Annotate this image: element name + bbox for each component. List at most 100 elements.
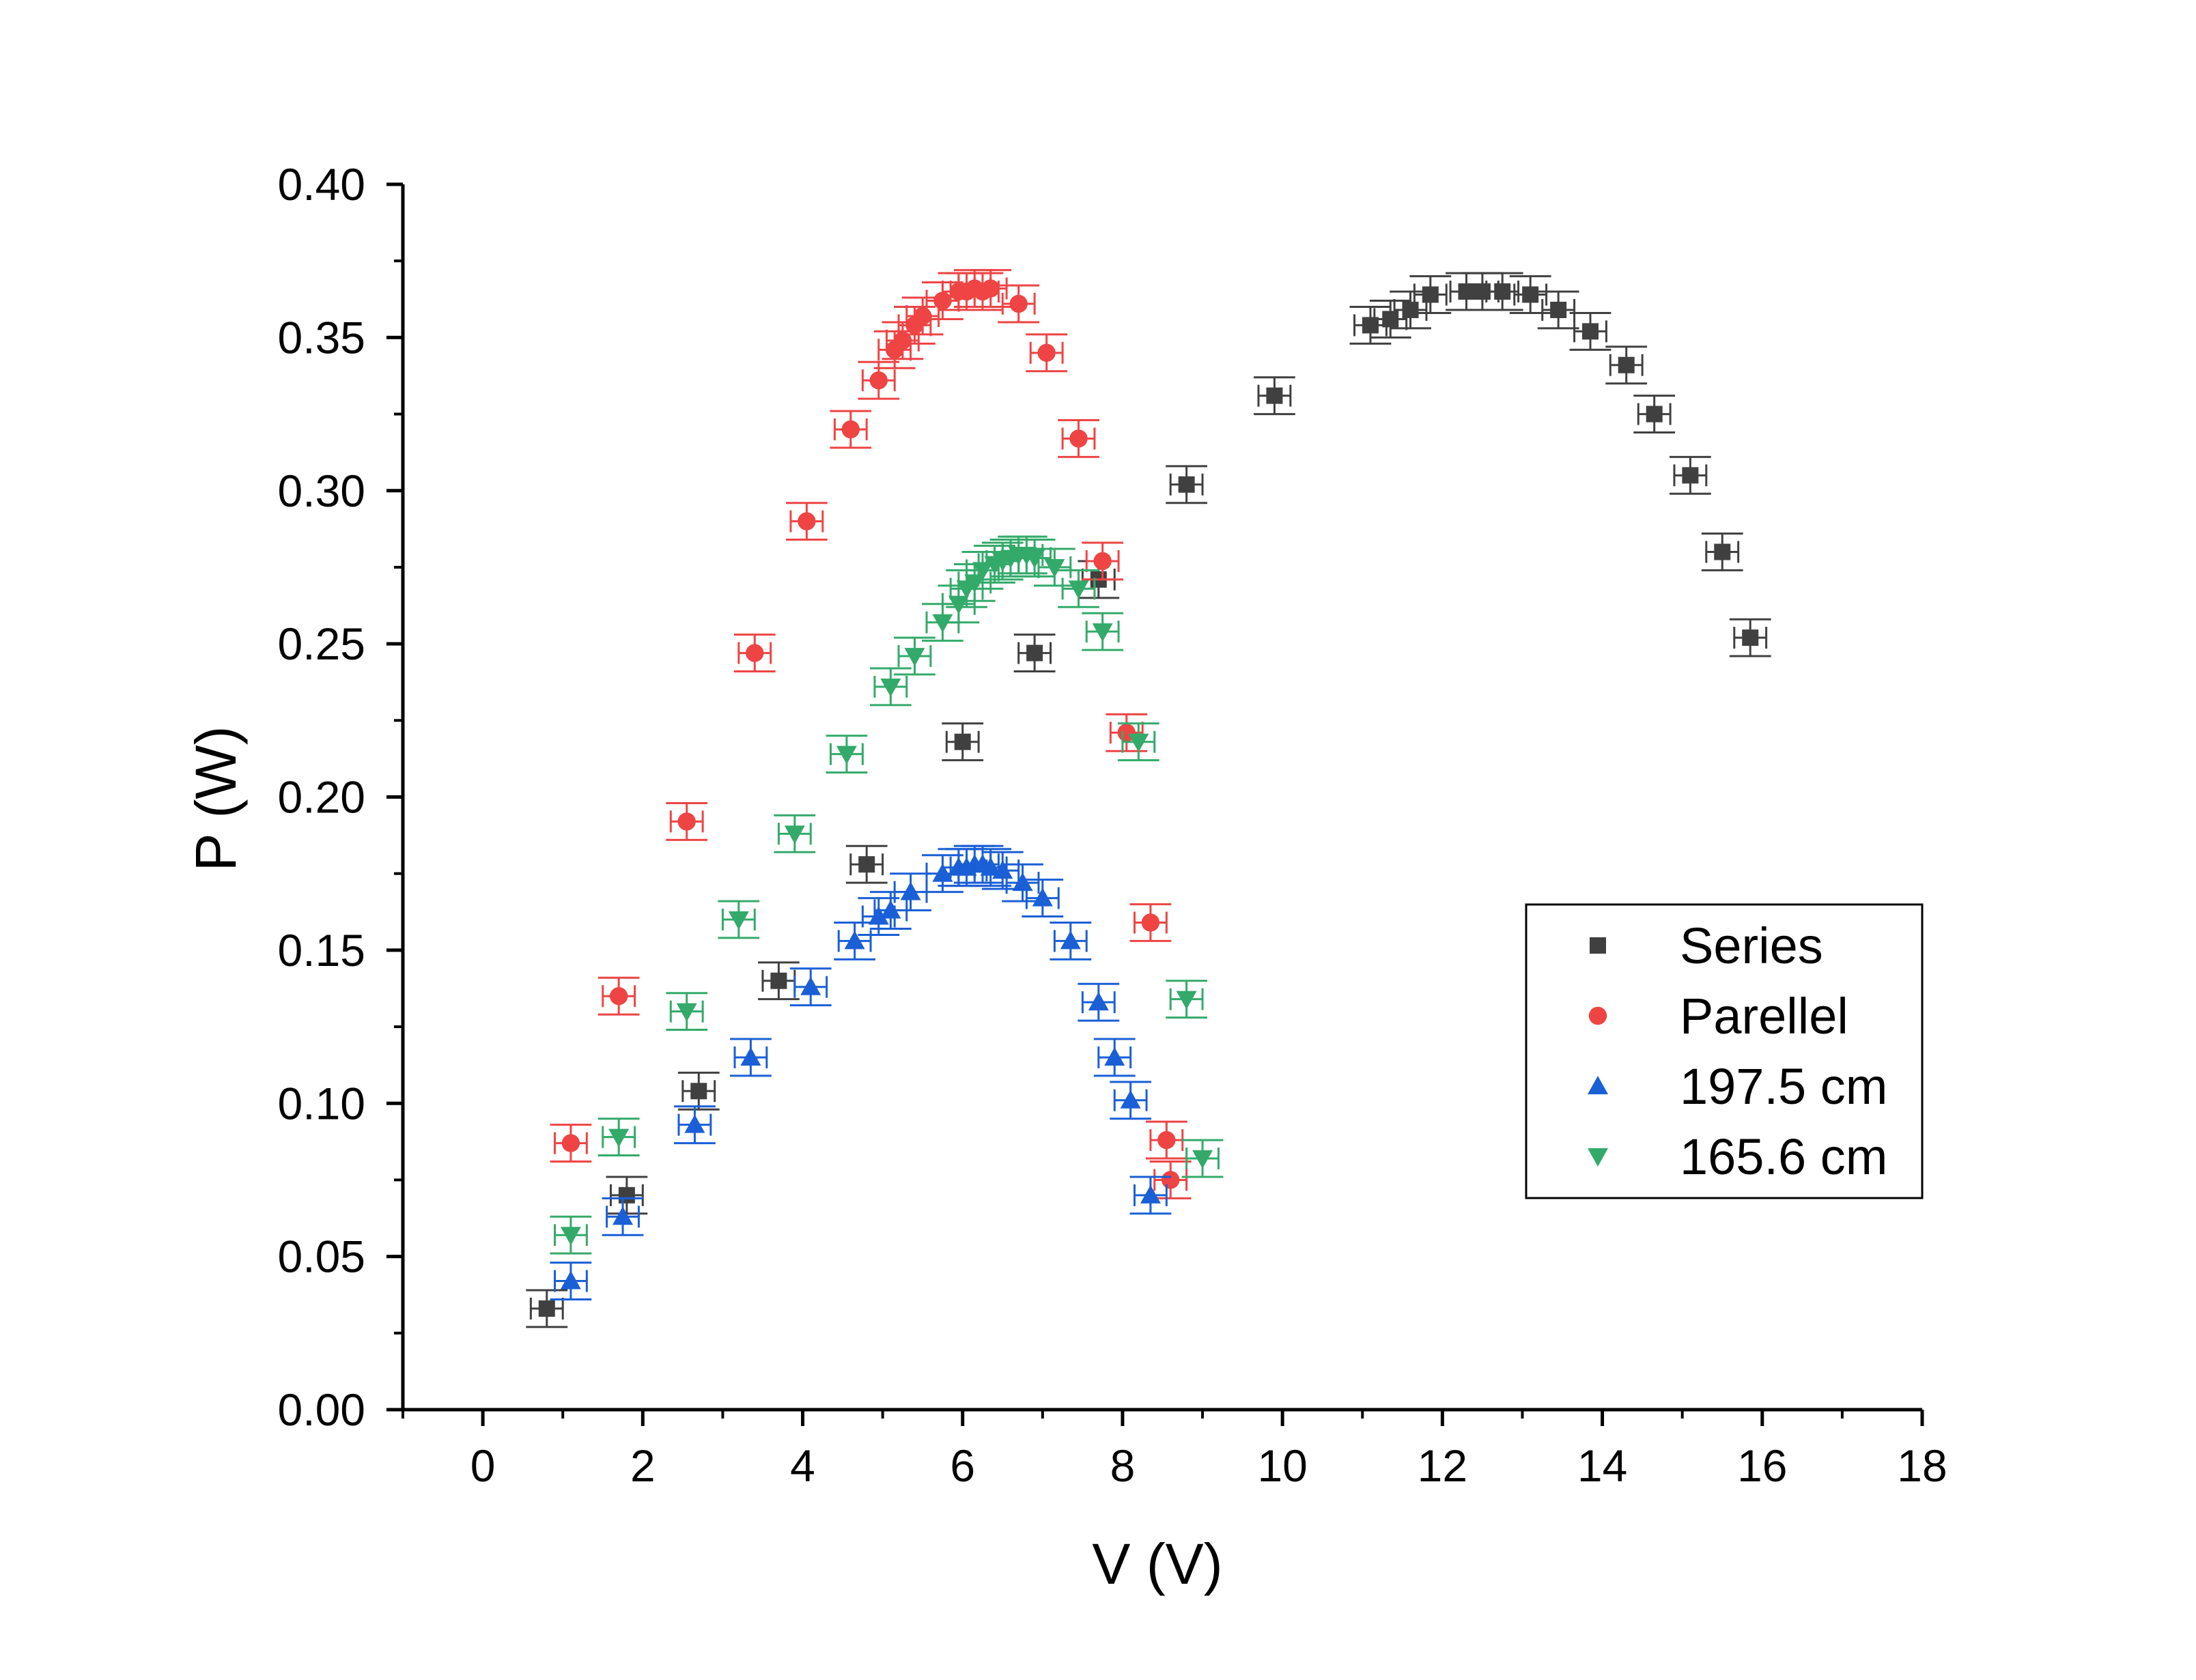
data-point	[1550, 301, 1567, 318]
legend-marker	[1588, 1148, 1608, 1167]
data-point	[844, 930, 865, 950]
x-tick-label: 14	[1577, 1440, 1627, 1491]
data-point	[1024, 550, 1045, 569]
y-tick-label: 0.10	[278, 1078, 365, 1128]
legend-label: Parellel	[1680, 988, 1848, 1044]
data-point	[676, 1003, 697, 1022]
data-point	[690, 1083, 707, 1100]
data-point	[608, 1128, 630, 1148]
data-point	[900, 881, 921, 900]
data-point	[1104, 1047, 1125, 1066]
legend: Series Parellel 197.5 cm 165.6 cm	[1525, 903, 1924, 1199]
y-tick-label: 0.00	[278, 1384, 365, 1435]
y-tick-label: 0.30	[278, 466, 365, 516]
x-tick-label: 2	[630, 1440, 656, 1491]
data-point	[1422, 286, 1439, 303]
data-point	[1092, 623, 1113, 642]
data-point	[1128, 733, 1149, 752]
data-point	[1266, 387, 1283, 404]
legend-marker	[1588, 1076, 1608, 1094]
x-tick-label: 16	[1737, 1440, 1787, 1491]
series-layer	[526, 269, 1771, 1328]
data-point	[746, 644, 764, 662]
x-tick-label: 18	[1897, 1440, 1947, 1491]
data-point	[1088, 992, 1109, 1011]
legend-label: 165.6 cm	[1680, 1128, 1887, 1185]
data-point	[880, 678, 901, 697]
data-point	[1178, 476, 1195, 493]
data-point	[972, 562, 994, 581]
data-point	[728, 911, 749, 930]
data-point	[1618, 356, 1635, 373]
error-bar	[830, 410, 872, 449]
y-tick-label: 0.05	[278, 1231, 365, 1282]
legend-marker	[1588, 1006, 1607, 1025]
x-axis: 0 2 4 6 8 10 12 14 16 18	[402, 1408, 1947, 1491]
series-2	[550, 844, 1172, 1300]
x-tick-label: 12	[1418, 1440, 1467, 1491]
data-point	[1382, 311, 1399, 328]
data-point	[913, 307, 932, 326]
data-point	[1032, 887, 1053, 907]
error-bar	[1013, 539, 1056, 578]
data-point	[1192, 1150, 1213, 1169]
x-tick-label: 10	[1257, 1440, 1307, 1491]
error-bar	[550, 1262, 592, 1300]
error-bar	[606, 1176, 648, 1215]
data-point	[1494, 283, 1511, 300]
data-point	[1069, 429, 1088, 448]
series-1	[550, 269, 1192, 1199]
data-point	[770, 972, 787, 989]
data-point	[798, 512, 816, 530]
error-bar	[666, 992, 708, 1031]
error-bar	[1058, 569, 1099, 608]
y-tick-label: 0.40	[278, 159, 365, 210]
data-point	[869, 371, 888, 390]
data-point	[560, 1227, 581, 1246]
legend-marker	[1590, 937, 1606, 954]
data-point	[1009, 294, 1028, 313]
data-point	[1120, 1090, 1141, 1109]
data-point	[609, 986, 628, 1006]
legend-label: Series	[1680, 917, 1823, 974]
data-point	[613, 1206, 634, 1225]
data-point	[784, 825, 805, 844]
error-bar	[674, 1105, 716, 1145]
data-point	[1582, 323, 1599, 340]
series-3	[550, 535, 1224, 1255]
y-tick-label: 0.25	[278, 618, 365, 669]
data-point	[858, 856, 875, 873]
error-bar	[1605, 345, 1648, 385]
data-point	[1093, 552, 1112, 571]
data-point	[992, 860, 1013, 879]
data-point	[618, 1186, 635, 1204]
data-point	[1646, 405, 1663, 423]
data-point	[841, 420, 860, 439]
error-bar	[970, 269, 1012, 308]
error-bar	[1093, 1038, 1136, 1077]
data-point	[1157, 1130, 1176, 1150]
error-bar	[1729, 618, 1771, 657]
data-point	[1060, 930, 1081, 950]
data-point	[1522, 286, 1539, 303]
y-tick-label: 0.20	[278, 772, 365, 823]
x-axis-title: V (V)	[1092, 1532, 1222, 1596]
y-axis: 0.00 0.05 0.10 0.15 0.20 0.25 0.30 0.35 0.40	[278, 159, 405, 1435]
data-point	[1037, 343, 1056, 362]
data-point	[1140, 1184, 1161, 1204]
data-point	[954, 733, 971, 750]
y-tick-label: 0.15	[278, 925, 365, 976]
data-point	[1402, 301, 1419, 318]
error-bar	[834, 921, 876, 960]
error-bar	[1701, 532, 1743, 571]
data-point	[1162, 1171, 1180, 1189]
data-point	[1742, 629, 1759, 646]
data-point	[800, 976, 821, 995]
x-tick-label: 4	[790, 1440, 815, 1491]
data-point	[740, 1047, 761, 1066]
data-point	[868, 906, 889, 925]
data-point	[561, 1134, 580, 1152]
error-bar	[998, 284, 1040, 324]
data-point	[1141, 913, 1160, 932]
